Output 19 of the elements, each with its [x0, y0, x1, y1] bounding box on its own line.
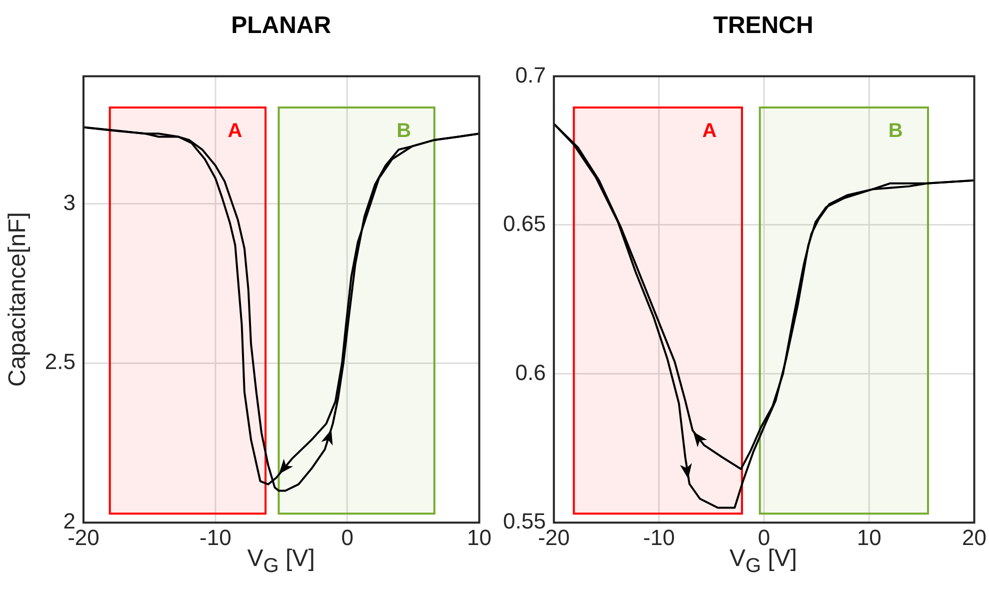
x-axis-title: V$_{G}$ [V] [247, 545, 315, 577]
x-tick-label: 0 [341, 524, 354, 550]
x-tick-label: 10 [467, 524, 492, 550]
y-tick-label: 0.6 [514, 360, 546, 385]
band-label: A [702, 120, 716, 142]
band-label: B [396, 120, 412, 142]
x-tick-label: -10 [642, 524, 674, 550]
x-tick-label: 20 [962, 524, 986, 550]
y-tick-label: 0.65 [502, 211, 546, 236]
x-tick-label: 10 [856, 524, 881, 550]
y-tick-label: 2.5 [44, 349, 76, 374]
band-label: B [888, 120, 902, 142]
y-axis-title: Capacitance[nF] [4, 212, 32, 387]
x-tick-label: -10 [199, 524, 232, 550]
band-label: A [228, 120, 242, 142]
chart-title: PLANAR [230, 12, 332, 40]
y-tick-label: 0.7 [514, 62, 546, 88]
chart-title: TRENCH [712, 12, 814, 40]
y-tick-label: 3 [63, 190, 76, 215]
